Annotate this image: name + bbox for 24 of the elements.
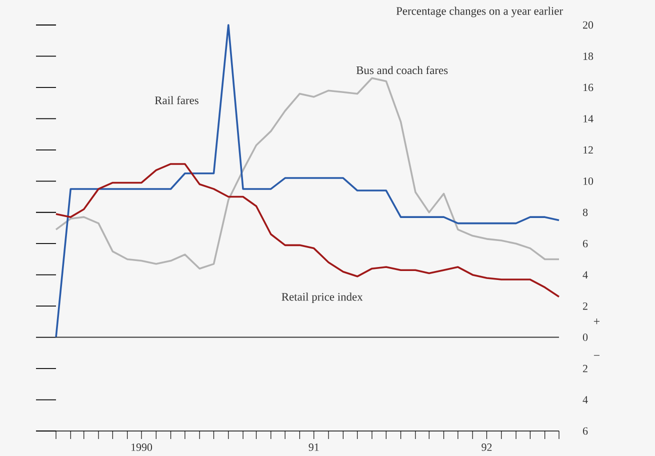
y-axis-title: Percentage changes on a year earlier <box>396 6 563 18</box>
y-tick-label: 20 <box>583 21 594 29</box>
line-series <box>55 77 560 270</box>
series-label: Retail price index <box>282 292 363 304</box>
y-tick-label: 8 <box>582 208 588 216</box>
series-label: Rail fares <box>154 96 198 104</box>
y-tick-label: 16 <box>583 84 594 92</box>
y-tick-label: 2 <box>583 302 588 310</box>
y-tick-label: 18 <box>583 52 594 60</box>
text: − <box>594 355 600 356</box>
y-tick-label: 0 <box>582 334 588 342</box>
y-tick-label: 14 <box>583 115 594 122</box>
y-tick-label: 4 <box>582 396 588 404</box>
x-tick-label: 91 <box>308 444 319 451</box>
text: + <box>594 318 600 324</box>
y-tick-label: 4 <box>582 271 588 278</box>
series-label: Bus and coach fares <box>356 66 448 74</box>
x-tick-label: 1990 <box>131 444 152 451</box>
y-tick-label: 6 <box>582 240 588 248</box>
y-tick-label: 2 <box>583 364 588 372</box>
y-tick-label: 10 <box>583 177 594 185</box>
y-tick-label: 6 <box>582 427 588 435</box>
y-tick-label: 12 <box>583 146 593 154</box>
x-tick-label: 92 <box>482 444 492 451</box>
